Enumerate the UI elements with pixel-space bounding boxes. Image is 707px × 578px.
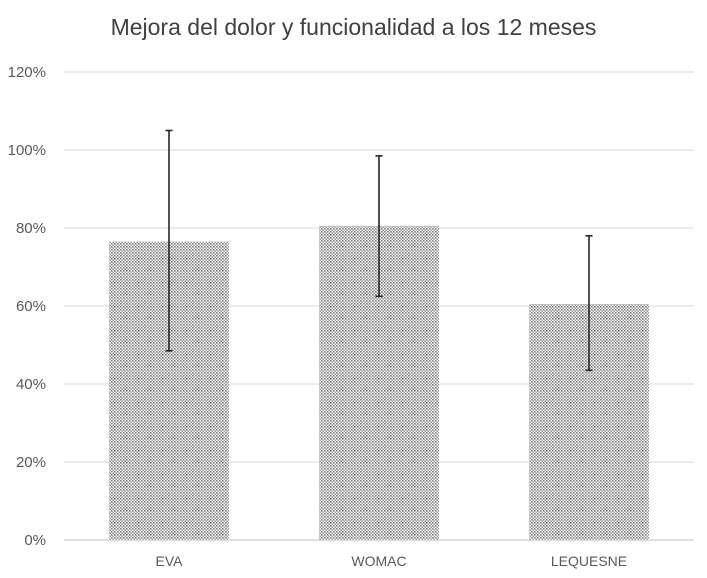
- y-tick-label: 20%: [16, 454, 46, 471]
- chart-title: Mejora del dolor y funcionalidad a los 1…: [110, 14, 597, 40]
- x-tick-label: LEQUESNE: [551, 553, 627, 569]
- error-bar-eva: [165, 129, 173, 352]
- y-tick-label: 40%: [16, 376, 46, 393]
- y-tick-label: 100%: [8, 142, 46, 159]
- y-tick-label: 80%: [16, 220, 46, 237]
- error-bar-womac: [375, 155, 383, 298]
- y-tick-label: 60%: [16, 298, 46, 315]
- error-bar-lequesne: [585, 235, 593, 372]
- y-tick-label: 0%: [24, 532, 46, 549]
- x-tick-label: EVA: [156, 553, 184, 569]
- y-tick-label: 120%: [8, 64, 46, 81]
- x-tick-label: WOMAC: [351, 553, 406, 569]
